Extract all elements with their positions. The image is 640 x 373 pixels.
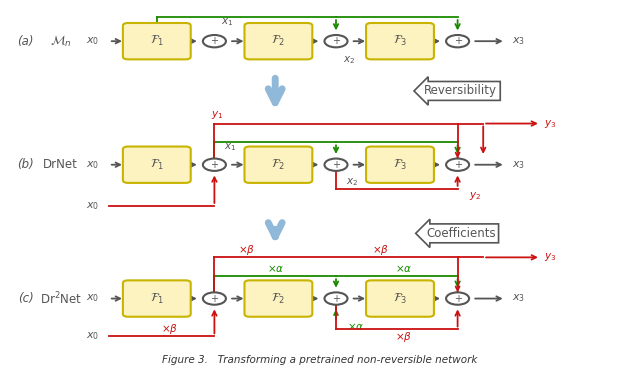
FancyBboxPatch shape [123,280,191,317]
Text: $\mathcal{M}_n$: $\mathcal{M}_n$ [50,34,72,49]
Text: +: + [454,294,461,304]
Text: $\mathcal{F}_3$: $\mathcal{F}_3$ [393,34,407,48]
Text: +: + [332,294,340,304]
Text: $y_3$: $y_3$ [544,251,557,263]
Circle shape [324,35,348,47]
Text: +: + [454,160,461,170]
Circle shape [203,159,226,171]
Circle shape [446,159,469,171]
Text: $x_3$: $x_3$ [512,35,525,47]
FancyBboxPatch shape [123,147,191,183]
FancyBboxPatch shape [123,23,191,59]
Text: Figure 3.   Transforming a pretrained non-reversible network: Figure 3. Transforming a pretrained non-… [163,355,477,365]
Text: +: + [332,160,340,170]
Text: $\mathcal{F}_1$: $\mathcal{F}_1$ [150,291,164,305]
Text: $\mathcal{F}_3$: $\mathcal{F}_3$ [393,158,407,172]
Circle shape [203,35,226,47]
Text: +: + [454,36,461,46]
Text: $y_2$: $y_2$ [469,189,482,201]
Text: $x_0$: $x_0$ [86,200,99,212]
Text: $x_0$: $x_0$ [86,293,99,304]
Text: $x_2$: $x_2$ [342,54,355,66]
Text: $y_1$: $y_1$ [211,109,224,121]
Text: $x_1$: $x_1$ [224,142,237,153]
FancyBboxPatch shape [366,280,434,317]
Text: Coefficients: Coefficients [426,227,495,240]
Text: +: + [211,160,218,170]
Circle shape [324,292,348,305]
Text: $\times\alpha$: $\times\alpha$ [394,263,412,274]
Text: (b): (b) [17,158,34,171]
Text: $\mathcal{F}_2$: $\mathcal{F}_2$ [271,158,285,172]
Text: $\mathcal{F}_1$: $\mathcal{F}_1$ [150,158,164,172]
Text: $\times\beta$: $\times\beta$ [161,322,178,336]
Text: $\mathcal{F}_2$: $\mathcal{F}_2$ [271,34,285,48]
Text: $\mathcal{F}_1$: $\mathcal{F}_1$ [150,34,164,48]
Text: +: + [332,36,340,46]
Text: $\mathcal{F}_2$: $\mathcal{F}_2$ [271,291,285,305]
Text: $\mathcal{F}_3$: $\mathcal{F}_3$ [393,291,407,305]
FancyBboxPatch shape [366,23,434,59]
Text: DrNet: DrNet [44,158,78,171]
Text: $x_0$: $x_0$ [86,159,99,170]
Circle shape [446,35,469,47]
Text: (c): (c) [18,292,33,305]
FancyBboxPatch shape [366,147,434,183]
Text: $\times\alpha$: $\times\alpha$ [346,320,364,332]
FancyBboxPatch shape [244,147,312,183]
Text: $\times\beta$: $\times\beta$ [238,243,255,257]
Text: Dr$^2$Net: Dr$^2$Net [40,290,82,307]
FancyBboxPatch shape [244,280,312,317]
Text: $x_3$: $x_3$ [512,293,525,304]
Text: $x_0$: $x_0$ [86,330,99,342]
Text: $x_3$: $x_3$ [512,159,525,170]
Text: $x_0$: $x_0$ [86,35,99,47]
Circle shape [203,292,226,305]
Text: $y_3$: $y_3$ [544,117,557,129]
Text: +: + [211,294,218,304]
Text: $x_1$: $x_1$ [221,16,234,28]
Circle shape [446,292,469,305]
Circle shape [324,159,348,171]
Text: Reversibility: Reversibility [424,84,497,97]
Text: $\times\beta$: $\times\beta$ [372,243,389,257]
Text: $x_2$: $x_2$ [346,176,358,188]
Text: +: + [211,36,218,46]
FancyBboxPatch shape [244,23,312,59]
Text: $\times\beta$: $\times\beta$ [395,330,412,344]
Text: $\times\alpha$: $\times\alpha$ [266,263,284,274]
Text: (a): (a) [17,35,34,48]
